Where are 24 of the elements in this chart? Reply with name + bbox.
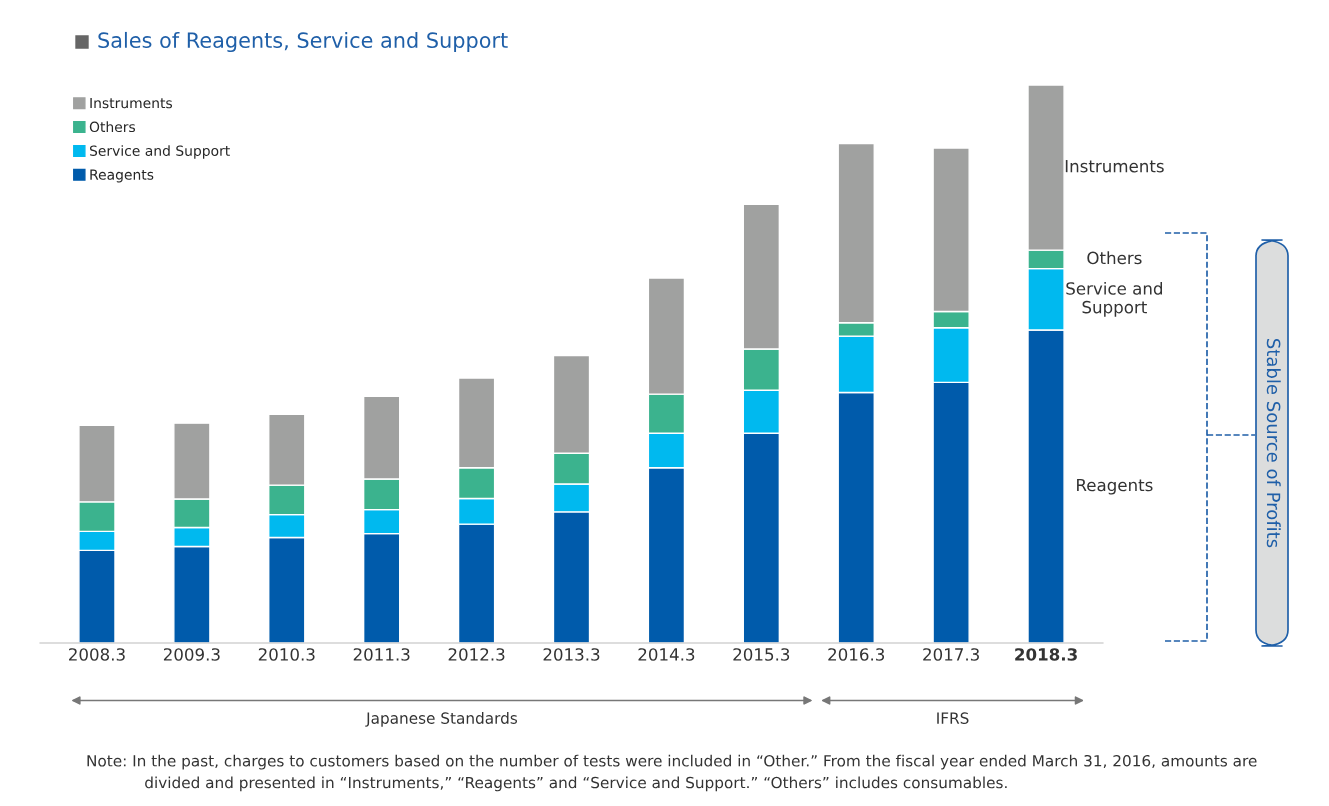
x-tick-label: 2017.3 xyxy=(923,648,979,661)
annotation: Service and Support xyxy=(1066,281,1162,317)
x-tick-label: 2016.3 xyxy=(828,648,885,661)
legend-label: Others xyxy=(89,121,136,133)
x-tick-label: 2008.3 xyxy=(69,648,125,661)
annotation: Others xyxy=(1087,251,1142,265)
x-tick-label: 2015.3 xyxy=(733,648,790,661)
chart-title: Sales of Reagents, Service and Support xyxy=(98,31,508,53)
text: Note: In the past, charges to customers based on the number of tests were included in “Other.” From the fiscal year ended March 31, 2016, amounts are divided and presented in “Instruments,” “Reagents” and “Service and Support.” “Others” includes consumables. xyxy=(87,754,1257,792)
x-tick-label: 2018.3 xyxy=(1015,648,1077,661)
legend-label: Instruments xyxy=(90,97,173,109)
x-tick-label: 2010.3 xyxy=(258,648,315,661)
annotation: Reagents xyxy=(1077,478,1153,495)
legend-label: Reagents xyxy=(90,169,154,183)
text: IFRS xyxy=(937,712,969,724)
x-tick-label: 2011.3 xyxy=(353,648,410,661)
x-tick-label: 2009.3 xyxy=(163,648,220,661)
annotation: Instruments xyxy=(1065,160,1164,173)
text: Stable Source of Profits xyxy=(1266,339,1281,548)
text: Japanese Standards xyxy=(365,712,518,727)
x-tick-label: 2012.3 xyxy=(448,648,505,661)
x-tick-label: 2013.3 xyxy=(543,648,600,661)
x-tick-label: 2014.3 xyxy=(638,648,695,661)
legend-label: Service and Support xyxy=(89,145,230,159)
